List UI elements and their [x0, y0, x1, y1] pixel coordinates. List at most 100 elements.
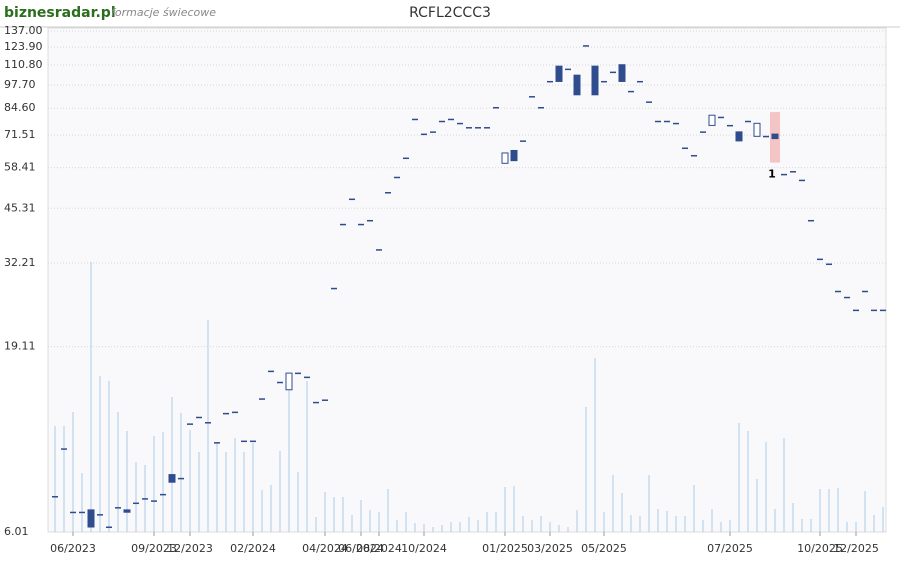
volume-bar	[711, 509, 713, 532]
volume-bar	[567, 527, 569, 532]
candle	[168, 474, 176, 483]
volume-bar	[612, 475, 614, 532]
candle	[555, 65, 563, 82]
candle	[484, 127, 490, 129]
candle	[214, 442, 220, 444]
volume-bar	[882, 507, 884, 532]
candle	[826, 263, 832, 266]
candle	[799, 179, 805, 182]
volume-bar	[657, 509, 659, 532]
candle	[646, 101, 652, 103]
candle	[538, 106, 544, 109]
y-tick-label: 58.41	[4, 161, 36, 174]
volume-bar	[837, 488, 839, 532]
volume-bar	[702, 520, 704, 532]
volume-bar	[594, 358, 596, 532]
volume-bar	[198, 452, 200, 532]
volume-bar	[414, 523, 416, 532]
candle	[475, 127, 481, 129]
candle	[727, 124, 733, 127]
volume-bar	[90, 262, 92, 532]
x-tick-label: 10/2025	[797, 542, 843, 555]
volume-bar	[207, 320, 209, 532]
volume-bar	[261, 490, 263, 532]
candle	[718, 116, 724, 119]
candle	[340, 223, 346, 226]
candle	[322, 399, 328, 401]
volume-bar	[495, 512, 497, 532]
plot-area	[47, 27, 887, 533]
candle	[97, 514, 103, 516]
candle	[871, 309, 877, 312]
candle	[349, 198, 355, 201]
y-tick-label: 123.90	[4, 40, 43, 53]
volume-bar	[333, 497, 335, 532]
volume-bar	[558, 525, 560, 532]
candle	[133, 502, 139, 505]
candle	[493, 106, 499, 109]
candle	[223, 412, 229, 415]
volume-bar	[639, 516, 641, 532]
volume-bar	[306, 381, 308, 532]
volume-bar	[423, 524, 425, 532]
candle	[142, 498, 148, 500]
x-tick-label: 01/2025	[482, 542, 528, 555]
volume-bar	[729, 520, 731, 532]
logo[interactable]: biznesradar.pl	[4, 5, 116, 21]
candle	[520, 140, 526, 142]
chart-title: RCFL2CCC3	[409, 5, 491, 21]
candle	[205, 422, 211, 424]
volume-bar	[819, 489, 821, 532]
candle	[187, 423, 193, 425]
x-tick-label: 12/2025	[833, 542, 879, 555]
volume-bar	[369, 510, 371, 532]
volume-bar	[846, 522, 848, 532]
candle	[457, 122, 463, 125]
y-tick-label: 45.31	[4, 201, 36, 214]
candle	[808, 219, 814, 222]
volume-bar	[720, 522, 722, 532]
volume-bar	[747, 431, 749, 532]
x-tick-label: 05/2025	[581, 542, 627, 555]
candle	[430, 131, 436, 133]
candle	[331, 287, 337, 290]
candle	[691, 154, 697, 157]
candle	[196, 416, 202, 419]
volume-bar	[576, 510, 578, 532]
x-tick-label: 03/2025	[527, 542, 573, 555]
volume-bar	[162, 432, 164, 532]
candle	[385, 192, 391, 194]
candle	[565, 68, 571, 71]
candle	[466, 127, 472, 129]
candle	[817, 258, 823, 261]
volume-bar	[855, 522, 857, 532]
candle	[79, 511, 85, 514]
volume-bar	[792, 503, 794, 532]
candle	[637, 80, 643, 83]
candle	[735, 131, 743, 142]
candle	[664, 120, 670, 123]
candle	[610, 71, 616, 74]
volume-bar	[126, 431, 128, 532]
volume-bar	[693, 485, 695, 532]
candle	[313, 401, 319, 404]
candle	[376, 249, 382, 251]
volume-bar	[405, 512, 407, 532]
candle	[708, 114, 716, 126]
volume-bar	[441, 525, 443, 532]
volume-bar	[171, 397, 173, 532]
volume-bar	[603, 512, 605, 532]
candle	[601, 80, 607, 83]
volume-bar	[873, 515, 875, 532]
volume-bar	[297, 472, 299, 532]
volume-bar	[531, 520, 533, 532]
candle	[591, 65, 599, 96]
candle	[70, 511, 76, 514]
candle	[862, 290, 868, 293]
candle	[358, 223, 364, 226]
volume-bar	[486, 512, 488, 532]
candle	[781, 173, 787, 176]
candle	[673, 122, 679, 125]
volume-bar	[324, 492, 326, 532]
